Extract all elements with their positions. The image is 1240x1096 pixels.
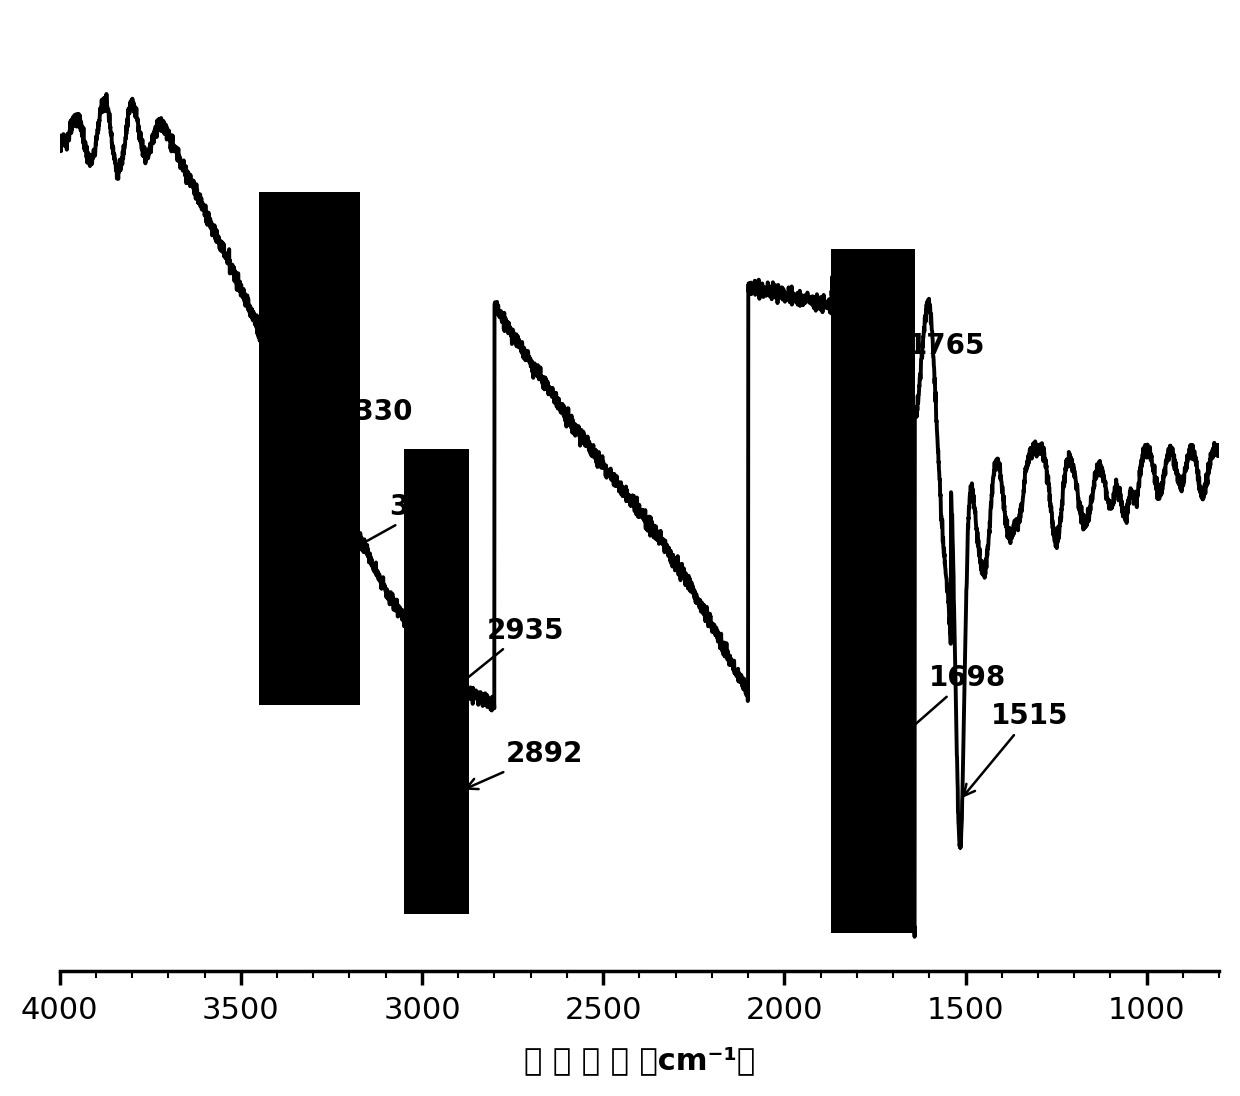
Text: 2892: 2892: [466, 740, 583, 789]
Bar: [259, 192, 361, 705]
Text: 1515: 1515: [963, 703, 1069, 796]
Text: 1698: 1698: [898, 664, 1007, 740]
Text: 1765: 1765: [874, 331, 985, 380]
Bar: [832, 249, 915, 934]
X-axis label: 波 谱 数 目 （cm⁻¹）: 波 谱 数 目 （cm⁻¹）: [523, 1047, 755, 1075]
Text: 3330: 3330: [308, 398, 413, 455]
Bar: [404, 448, 469, 914]
Text: 3212: 3212: [350, 493, 466, 550]
Text: 2935: 2935: [450, 617, 564, 693]
